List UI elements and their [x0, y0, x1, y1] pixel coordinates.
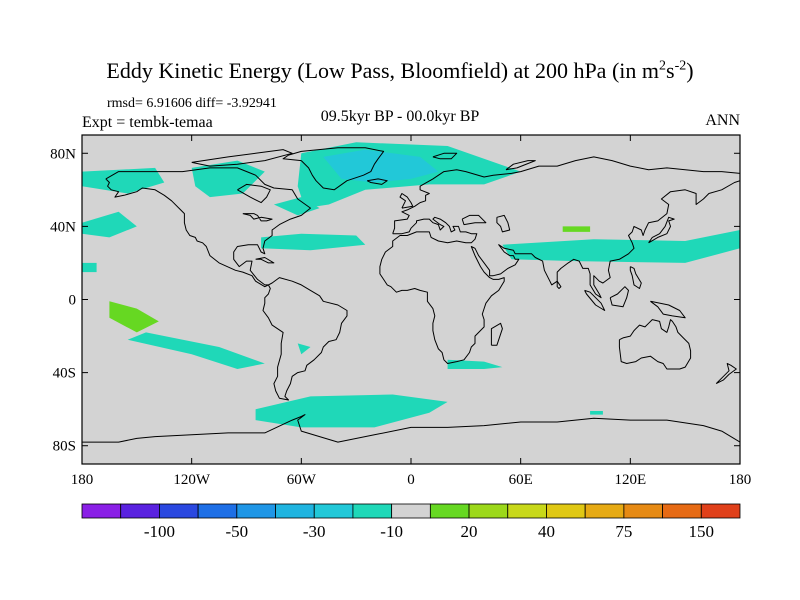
- region-atlantic-west-teal: [273, 197, 320, 216]
- colorbar-box: [391, 503, 431, 519]
- coast-philippines: [629, 266, 642, 289]
- colorbar-label: 40: [538, 522, 555, 541]
- x-tick-label: 120W: [173, 472, 211, 488]
- coast-borneo: [609, 286, 629, 308]
- y-tick-label: 80N: [50, 146, 76, 162]
- region-south-africa-teal: [447, 359, 503, 369]
- coast-sumatra: [584, 289, 606, 311]
- colorbar-box: [197, 503, 238, 519]
- colorbar-label: 150: [689, 522, 715, 541]
- coast-antarctica-edge: [82, 414, 740, 443]
- coast-australia: [618, 319, 692, 370]
- region-north-pacific-teal: [82, 167, 165, 194]
- coast-novaya-zemlya: [505, 160, 536, 171]
- coast-north-america: [105, 167, 311, 288]
- colorbar-label: -100: [144, 522, 175, 541]
- title-end: ): [686, 58, 694, 83]
- coast-caspian: [496, 214, 511, 233]
- coast-eurasia-africa: [379, 156, 740, 364]
- colorbar-box: [352, 503, 393, 519]
- x-tick-label: 60E: [509, 472, 533, 488]
- colorbar-label: -10: [380, 522, 403, 541]
- coast-uk: [399, 193, 414, 209]
- colorbar-label: -30: [303, 522, 326, 541]
- region-west-pacific-small-teal: [82, 262, 97, 273]
- colorbar-label: 75: [615, 522, 632, 541]
- colorbar-label: -50: [225, 522, 248, 541]
- region-nw-america-teal: [191, 160, 265, 198]
- y-tick-label: 0: [69, 293, 77, 309]
- coast-black-sea: [461, 214, 487, 226]
- coast-canadian-islands: [191, 149, 293, 167]
- x-tick-label: 0: [407, 472, 415, 488]
- colorbar-box: [546, 503, 586, 519]
- colorbar-box: [313, 503, 354, 519]
- colorbar-box: [623, 503, 663, 519]
- colorbar-box: [429, 503, 470, 519]
- colorbar-box: [662, 503, 702, 519]
- chart-title: Eddy Kinetic Energy (Low Pass, Bloomfiel…: [0, 58, 800, 84]
- y-tick-label: 80S: [53, 439, 76, 455]
- colorbar-box: [700, 503, 741, 519]
- x-tick-label: 120E: [614, 472, 646, 488]
- coast-iceland: [366, 178, 388, 185]
- y-tick-label: 40S: [53, 366, 76, 382]
- coast-hudson-bay: [237, 183, 271, 204]
- x-tick-label: 60W: [287, 472, 317, 488]
- title-sup-2: -2: [674, 58, 687, 74]
- region-southern-ocean-teal: [255, 394, 448, 428]
- colorbar-box: [81, 503, 122, 519]
- region-greenland-cyan: [323, 149, 439, 183]
- colorbar-box: [159, 503, 199, 519]
- colorbar-box: [507, 503, 547, 519]
- region-east-pacific-green: [109, 301, 159, 333]
- x-tick-label: 180: [729, 472, 752, 488]
- x-tick-label: 180: [71, 472, 94, 488]
- colorbar-box: [584, 503, 625, 519]
- region-south-pacific-teal: [127, 332, 265, 369]
- coast-madagascar: [490, 322, 503, 346]
- coast-cuba: [255, 257, 275, 264]
- coast-greenland: [282, 147, 385, 191]
- region-north-atlantic-subtropic-teal: [261, 233, 366, 251]
- coast-japan: [648, 216, 675, 244]
- coast-great-lakes: [242, 213, 273, 222]
- period-label: 09.5kyr BP - 00.0kyr BP: [320, 108, 480, 125]
- coast-new-guinea: [650, 300, 686, 319]
- colorbar-box: [236, 503, 276, 519]
- stats-label: rmsd= 6.91606 diff= -3.92941: [107, 96, 277, 111]
- colorbar-box: [468, 503, 509, 519]
- y-tick-label: 40N: [50, 219, 76, 235]
- season-label: ANN: [705, 112, 740, 129]
- region-south-pacific-east-teal: [297, 343, 311, 355]
- region-subtropical-pacific-teal: [82, 211, 137, 238]
- title-main: Eddy Kinetic Energy (Low Pass, Bloomfiel…: [106, 58, 659, 83]
- coast-svalbard: [432, 152, 458, 160]
- colorbar-box: [275, 503, 315, 519]
- experiment-label: Expt = tembk-temaa: [82, 114, 213, 131]
- title-mid: s: [666, 58, 675, 83]
- coast-new-zealand: [715, 363, 737, 385]
- map-layer: [82, 142, 740, 443]
- region-southern-indian-small-teal: [590, 411, 603, 415]
- colorbar-label: 20: [461, 522, 478, 541]
- colorbar-box: [120, 503, 160, 519]
- coast-south-america: [262, 277, 348, 401]
- region-east-asia-teal: [502, 230, 740, 263]
- title-sup-1: 2: [659, 58, 666, 74]
- region-central-asia-green: [562, 226, 591, 232]
- coast-sri-lanka: [556, 280, 562, 289]
